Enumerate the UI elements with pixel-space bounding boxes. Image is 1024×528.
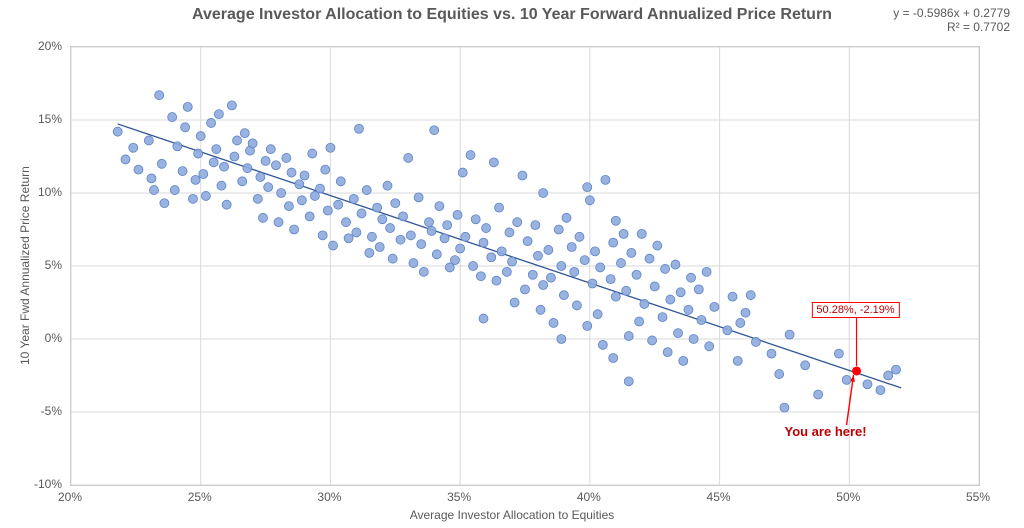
x-tick-label: 40% bbox=[577, 490, 601, 504]
regression-equation: y = -0.5986x + 0.2779 bbox=[893, 6, 1010, 20]
callout-lines bbox=[71, 47, 979, 485]
plot-area bbox=[70, 46, 980, 486]
y-tick-label: 10% bbox=[38, 185, 62, 199]
y-tick-label: 0% bbox=[45, 331, 62, 345]
y-tick-label: -10% bbox=[34, 477, 62, 491]
x-tick-label: 30% bbox=[317, 490, 341, 504]
y-axis-label: 10 Year Fwd Annualized Price Return bbox=[18, 166, 32, 365]
scatter-points bbox=[71, 47, 979, 485]
grid bbox=[71, 47, 979, 485]
highlight-callout: 50.28%, -2.19% bbox=[811, 302, 899, 318]
x-tick-label: 50% bbox=[836, 490, 860, 504]
x-tick-label: 20% bbox=[58, 490, 82, 504]
regression-annotation: y = -0.5986x + 0.2779 R² = 0.7702 bbox=[893, 6, 1010, 34]
y-tick-label: 15% bbox=[38, 112, 62, 126]
x-tick-label: 35% bbox=[447, 490, 471, 504]
x-tick-label: 55% bbox=[966, 490, 990, 504]
x-axis-label: Average Investor Allocation to Equities bbox=[0, 508, 1024, 522]
y-tick-label: 20% bbox=[38, 39, 62, 53]
y-tick-label: -5% bbox=[41, 404, 62, 418]
you-are-here-label: You are here! bbox=[784, 424, 866, 439]
regression-r2: R² = 0.7702 bbox=[893, 20, 1010, 34]
trendline bbox=[71, 47, 979, 485]
chart-container: Average Investor Allocation to Equities … bbox=[0, 0, 1024, 528]
x-tick-label: 45% bbox=[707, 490, 731, 504]
chart-title: Average Investor Allocation to Equities … bbox=[0, 6, 1024, 24]
x-tick-label: 25% bbox=[188, 490, 212, 504]
y-tick-label: 5% bbox=[45, 258, 62, 272]
